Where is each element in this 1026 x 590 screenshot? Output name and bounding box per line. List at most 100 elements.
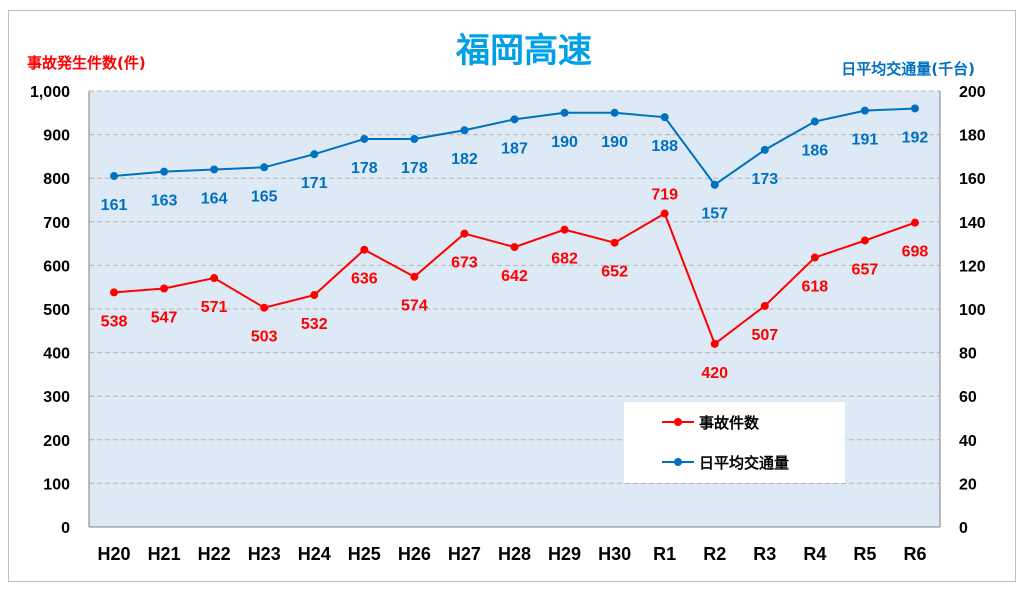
data-label: 571: [201, 299, 228, 316]
data-label: 657: [852, 262, 879, 279]
left-tick-label: 300: [43, 389, 70, 406]
data-label: 165: [251, 188, 278, 205]
data-point: [510, 243, 519, 252]
data-point: [110, 288, 119, 297]
data-label: 503: [251, 329, 278, 346]
x-tick-label: H23: [248, 544, 281, 564]
data-point: [560, 225, 569, 234]
right-tick-label: 20: [959, 476, 977, 493]
left-tick-label: 800: [43, 171, 70, 188]
data-point: [810, 117, 819, 126]
axes: [88, 91, 941, 528]
right-tick-label: 180: [959, 128, 986, 145]
data-label: 157: [701, 206, 728, 223]
data-label: 188: [651, 138, 678, 155]
left-tick-label: 600: [43, 258, 70, 275]
data-point: [260, 303, 269, 312]
data-label: 507: [751, 327, 778, 344]
x-tick-label: H30: [598, 544, 631, 564]
x-tick-label: H22: [198, 544, 231, 564]
x-tick-label: R3: [753, 544, 776, 564]
left-tick-label: 900: [43, 128, 70, 145]
data-label: 698: [902, 244, 929, 261]
legend-label: 事故件数: [699, 414, 760, 432]
right-tick-label: 0: [959, 520, 968, 537]
right-tick-label: 160: [959, 171, 986, 188]
data-point: [510, 115, 519, 124]
data-label: 186: [802, 143, 829, 160]
right-tick-label: 100: [959, 302, 986, 319]
legend-item-accidents: 事故件数: [662, 414, 760, 432]
chart-title: 福岡高速: [455, 31, 592, 71]
data-point: [260, 163, 269, 172]
series: [110, 104, 919, 348]
right-tick-label: 140: [959, 215, 986, 232]
data-label: 642: [501, 268, 528, 285]
data-label: 173: [751, 171, 778, 188]
left-tick-label: 500: [43, 302, 70, 319]
legend-marker-icon: [674, 418, 682, 426]
data-label: 192: [902, 129, 929, 146]
data-label: 163: [151, 193, 178, 210]
data-point: [210, 165, 219, 174]
data-point: [610, 108, 619, 117]
data-label: 191: [852, 132, 879, 149]
left-axis-title: 事故発生件数(件): [27, 54, 146, 72]
data-label: 178: [351, 160, 378, 177]
left-tick-label: 700: [43, 215, 70, 232]
data-label: 719: [651, 187, 678, 204]
x-tick-label: H21: [148, 544, 181, 564]
data-point: [460, 126, 469, 135]
x-tick-label: H29: [548, 544, 581, 564]
data-label: 182: [451, 151, 478, 168]
data-label: 420: [701, 365, 728, 382]
data-label: 178: [401, 160, 428, 177]
x-tick-label: R5: [853, 544, 876, 564]
legend-box: [624, 402, 845, 483]
data-point: [760, 301, 769, 310]
left-tick-label: 100: [43, 476, 70, 493]
data-point: [610, 238, 619, 247]
x-tick-label: R6: [903, 544, 926, 564]
data-point: [710, 180, 719, 189]
data-point: [160, 284, 169, 293]
legend-label: 日平均交通量: [699, 454, 789, 472]
data-point: [160, 167, 169, 176]
data-label: 652: [601, 264, 628, 281]
right-tick-label: 120: [959, 258, 986, 275]
data-label: 618: [802, 279, 829, 296]
right-tick-label: 80: [959, 346, 977, 363]
data-point: [360, 134, 369, 143]
data-point: [110, 172, 119, 181]
gridlines: [89, 90, 940, 484]
data-point: [710, 339, 719, 348]
data-point: [410, 134, 419, 143]
data-point: [660, 113, 669, 122]
left-axis-ticks: 0 100 200 300 400 500 600 700 800 900 1,000: [30, 84, 70, 537]
x-tick-label: R4: [803, 544, 826, 564]
left-tick-label: 0: [61, 520, 70, 537]
data-point: [360, 245, 369, 254]
data-point: [910, 218, 919, 227]
right-axis-title: 日平均交通量(千台): [841, 60, 975, 78]
data-point: [310, 291, 319, 300]
data-label: 636: [351, 271, 378, 288]
right-axis-ticks: 0 20 40 60 80 100 120 140 160 180 200: [959, 84, 986, 537]
legend: 事故件数 日平均交通量: [624, 402, 845, 483]
data-label: 547: [151, 310, 178, 327]
data-point: [410, 272, 419, 281]
data-label: 164: [201, 190, 228, 207]
data-point: [860, 236, 869, 245]
data-labels: 538 547 571 503 532 636 574 673 642 682 652 719 420 5…: [101, 129, 929, 381]
data-point: [860, 106, 869, 115]
data-label: 673: [451, 255, 478, 272]
x-tick-label: H25: [348, 544, 381, 564]
left-tick-label: 200: [43, 433, 70, 450]
data-point: [460, 229, 469, 238]
data-point: [760, 145, 769, 154]
x-tick-label: R1: [653, 544, 676, 564]
data-label: 190: [551, 134, 578, 151]
x-tick-label: H26: [398, 544, 431, 564]
x-tick-label: H24: [298, 544, 331, 564]
